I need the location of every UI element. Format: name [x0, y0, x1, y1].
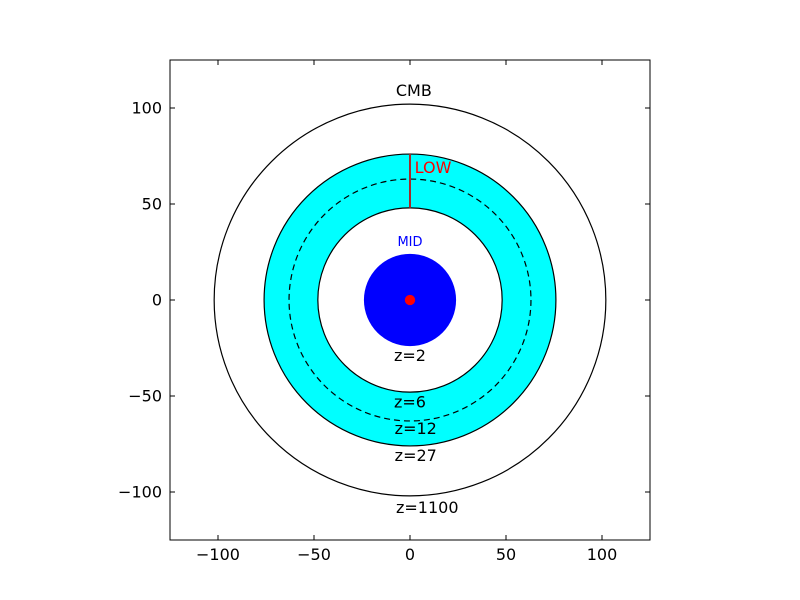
y-tick-label: −100: [118, 483, 162, 502]
circle-center-point: [404, 294, 416, 306]
y-tick-label: −50: [128, 387, 162, 406]
annotation-low: LOW: [415, 158, 452, 177]
x-tick-label: −50: [297, 545, 331, 564]
plot-area: CMB LOW MID z=2 z=6 z=12 z=27 z=1100: [213, 81, 607, 517]
x-tick-label: 100: [587, 545, 618, 564]
circle-z-12-shell: [288, 178, 532, 422]
annotation-z-1100: z=1100: [396, 498, 459, 517]
y-tick-label: 0: [152, 291, 162, 310]
plot-content: CMB LOW MID z=2 z=6 z=12 z=27 z=1100: [213, 81, 607, 517]
x-tick-label: 0: [405, 545, 415, 564]
annotation-z-12: z=12: [395, 419, 437, 438]
annotation-z-6: z=6: [394, 392, 426, 411]
x-tick-label: 50: [496, 545, 516, 564]
annotation-cmb: CMB: [396, 81, 432, 100]
circle-cmb: [213, 103, 607, 497]
axes: −100 −50 0 50 100 −100 −50 0 50 100: [118, 59, 651, 564]
y-tick-label: 50: [142, 195, 162, 214]
annotation-z-2: z=2: [394, 346, 426, 365]
annotation-mid: MID: [397, 235, 422, 250]
annotation-z-27: z=27: [395, 446, 437, 465]
x-tick-label: −100: [196, 545, 240, 564]
y-tick-label: 100: [131, 99, 162, 118]
